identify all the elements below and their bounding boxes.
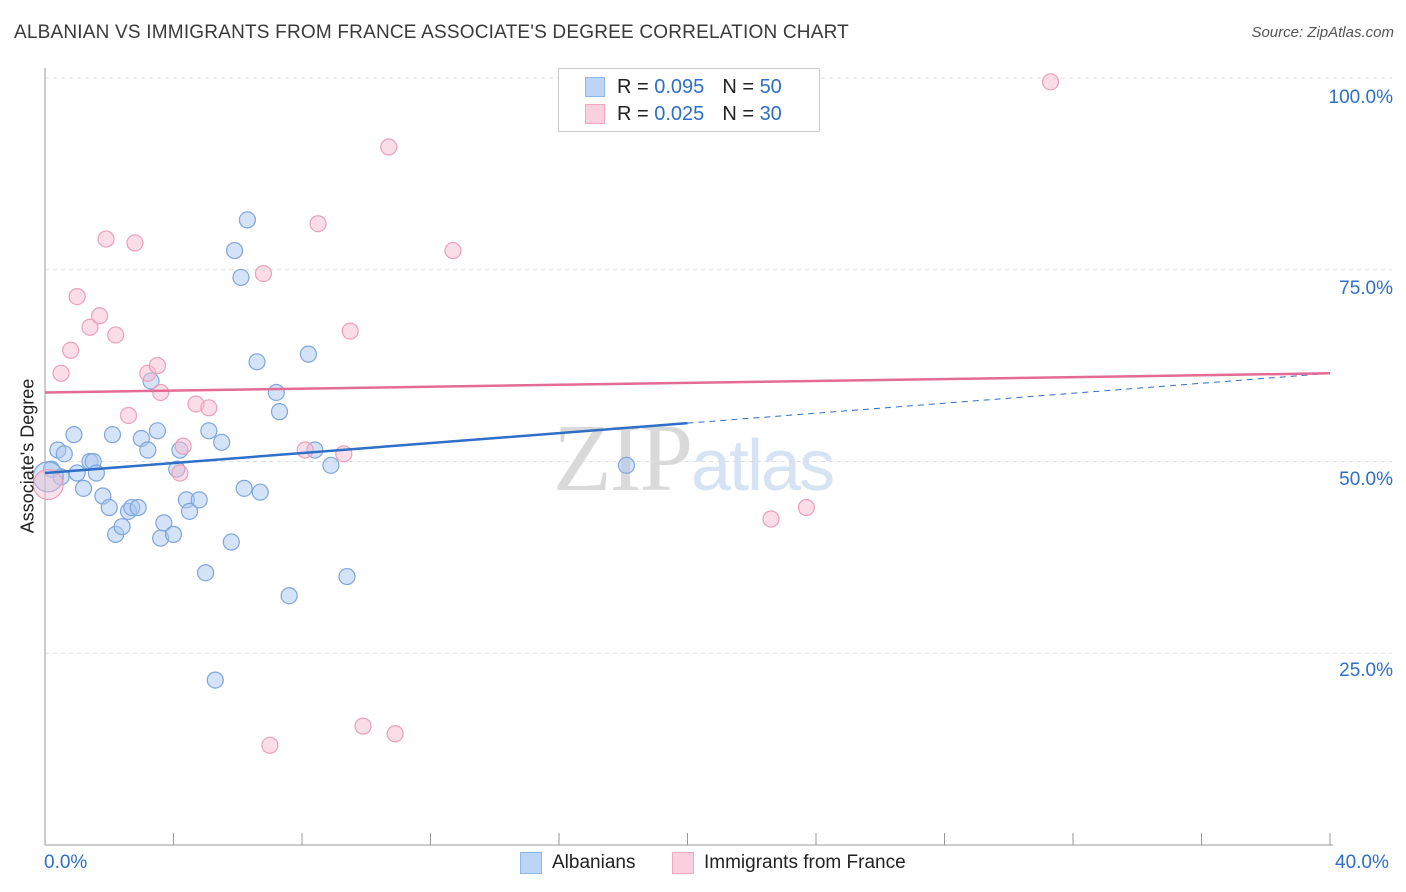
france-point [261, 736, 279, 754]
france-point [296, 441, 314, 459]
albanians-point [238, 211, 256, 229]
france-point [171, 464, 189, 482]
albanians-point [103, 426, 122, 444]
albanians-point [251, 483, 269, 501]
france-point [444, 241, 462, 260]
data-points [32, 73, 1060, 754]
france-point [119, 406, 138, 425]
watermark: ZIPatlas [553, 402, 835, 513]
source-label: Source: ZipAtlas.com [1251, 24, 1394, 41]
albanians-point [280, 587, 298, 605]
france-point [254, 264, 273, 283]
legend-n-label: N = [722, 102, 754, 125]
france-point [126, 234, 144, 252]
france-point [797, 498, 815, 517]
france-point [762, 510, 780, 528]
albanians-point [164, 525, 183, 543]
albanians-point [235, 479, 253, 497]
albanians-point [322, 456, 340, 474]
albanians-point [148, 422, 167, 440]
legend-n-label: N = [722, 75, 754, 98]
y-tick-label: 25.0% [1339, 660, 1393, 681]
france-point [200, 399, 218, 417]
france-point [148, 357, 167, 375]
x-tick-label-min: 0.0% [44, 852, 88, 873]
y-tick-label: 75.0% [1339, 278, 1393, 299]
france-point [62, 341, 80, 359]
legend-row-france: R = 0.025 N = 30 [585, 102, 782, 126]
france-point [52, 364, 70, 382]
albanians-point [32, 461, 64, 493]
albanians-point [338, 567, 356, 586]
correlation-legend: R = 0.095 N = 50 R = 0.025 N = 30 [558, 68, 820, 132]
france-point [1041, 73, 1060, 91]
chart-title: ALBANIAN VS IMMIGRANTS FROM FRANCE ASSOC… [14, 22, 849, 43]
albanians-point [155, 514, 173, 532]
albanians-point [197, 564, 215, 582]
albanians-trend-line [44, 421, 688, 475]
france-point [354, 717, 372, 735]
y-tick-label: 50.0% [1339, 469, 1393, 490]
albanians-point [270, 403, 289, 421]
albanians-point [190, 491, 208, 509]
france-trend-line [44, 372, 1331, 394]
albanians-point [68, 464, 86, 482]
france-point [380, 138, 398, 156]
legend-r-label: R = [617, 75, 649, 98]
france-point [81, 318, 99, 336]
france-point [91, 307, 109, 325]
albanians-point [222, 533, 240, 551]
y-tick-label: 100.0% [1328, 87, 1393, 108]
france-point [174, 437, 192, 455]
france-point [152, 383, 170, 402]
france-point [386, 725, 404, 743]
legend-swatch-blue [585, 77, 605, 97]
albanians-point [113, 518, 131, 536]
albanians-point [55, 445, 73, 463]
axes [44, 68, 1333, 846]
albanians-point [213, 433, 231, 451]
bottom-legend-albanians: Albanians [520, 852, 635, 874]
legend-row-albanians: R = 0.095 N = 50 [585, 75, 782, 99]
legend-series-label: Immigrants from France [704, 852, 906, 873]
albanians-point [299, 345, 318, 363]
bottom-legend-france: Immigrants from France [672, 852, 906, 874]
watermark-atlas: atlas [691, 426, 835, 506]
albanians-point [74, 479, 93, 497]
x-tick-label-max: 40.0% [1335, 852, 1389, 873]
albanians-point [100, 498, 118, 517]
legend-r-value: 0.025 [654, 102, 705, 125]
france-point [341, 322, 359, 340]
albanians-point [180, 502, 199, 520]
gridlines [45, 77, 1392, 654]
albanians-point [267, 383, 285, 402]
france-point [107, 326, 125, 344]
albanians-point [129, 498, 147, 517]
france-point [309, 215, 327, 233]
legend-n-value: 30 [759, 102, 782, 125]
legend-swatch-pink [585, 104, 605, 124]
france-point [32, 468, 64, 501]
trend-lines [44, 372, 1331, 475]
legend-r-value: 0.095 [654, 75, 705, 98]
albanians-point [206, 671, 224, 689]
albanians-point [139, 441, 157, 459]
albanians-point [232, 268, 250, 287]
albanians-point [617, 456, 636, 474]
y-axis-label: Associate's Degree [17, 378, 38, 534]
albanians-point [248, 353, 266, 371]
legend-swatch-blue [520, 852, 542, 874]
legend-series-label: Albanians [552, 852, 636, 873]
albanians-point [200, 422, 218, 440]
legend-swatch-pink [672, 852, 694, 874]
france-point [97, 230, 115, 248]
legend-r-label: R = [617, 102, 649, 125]
france-point [68, 287, 86, 306]
albanians-trend-extension [687, 372, 1331, 424]
legend-n-value: 50 [759, 75, 782, 98]
albanians-point [65, 426, 83, 444]
albanians-point [225, 241, 244, 260]
